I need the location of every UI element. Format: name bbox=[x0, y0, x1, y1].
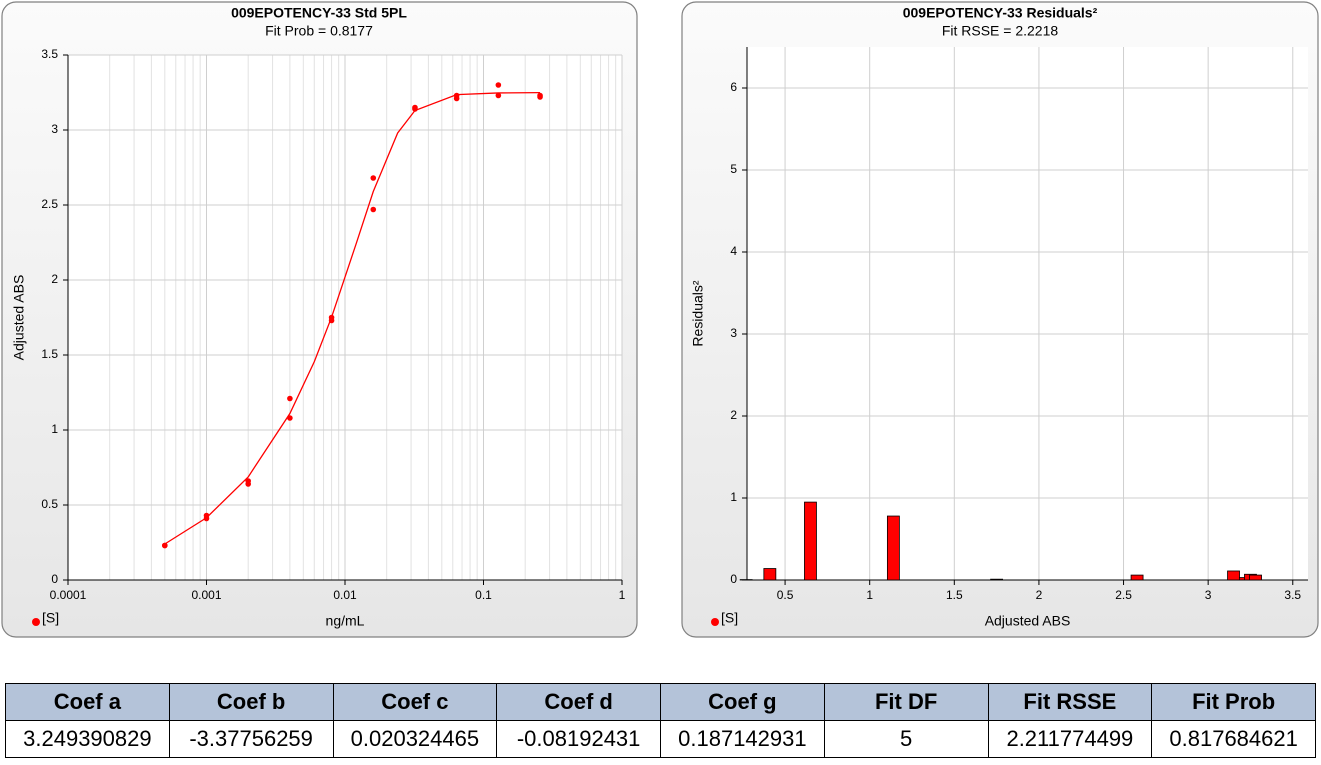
data-point bbox=[203, 512, 210, 519]
y-tick-label: 3 bbox=[730, 326, 737, 340]
x-tick-label: 3 bbox=[1205, 588, 1212, 602]
bar bbox=[763, 568, 777, 581]
table-cell: 5 bbox=[823, 720, 989, 758]
y-tick-label: 5 bbox=[730, 162, 737, 176]
plot-area bbox=[747, 47, 1308, 580]
legend-marker bbox=[711, 618, 719, 626]
table-cell: 0.187142931 bbox=[660, 720, 825, 758]
data-point bbox=[495, 82, 502, 88]
bar bbox=[1130, 574, 1144, 581]
table-cell: 0.817684621 bbox=[1151, 720, 1316, 758]
table-cell: Coef a bbox=[5, 683, 170, 721]
legend-marker bbox=[32, 618, 40, 626]
data-point bbox=[245, 478, 251, 484]
y-tick-label: 1.5 bbox=[41, 347, 58, 361]
bar bbox=[1227, 570, 1240, 581]
x-tick-label: 0.5 bbox=[777, 588, 794, 602]
table-cell: Fit RSSE bbox=[987, 683, 1153, 721]
x-axis-label: Adjusted ABS bbox=[985, 613, 1071, 629]
y-tick-label: 3.5 bbox=[41, 47, 58, 61]
x-tick-label: 0.0001 bbox=[50, 588, 87, 602]
table-cell: Coef g bbox=[660, 683, 825, 721]
data-point bbox=[453, 92, 460, 99]
y-tick-label: 0 bbox=[730, 572, 737, 586]
x-tick-label: 0.001 bbox=[191, 588, 221, 602]
x-tick-label: 2.5 bbox=[1115, 588, 1132, 602]
y-tick-label: 0 bbox=[51, 572, 58, 586]
y-axis-label: Residuals² bbox=[690, 280, 706, 346]
bar bbox=[886, 515, 900, 581]
y-tick-label: 3 bbox=[51, 122, 58, 136]
x-tick-label: 0.01 bbox=[333, 588, 357, 602]
data-row: 3.249390829 -3.37756259 0.020324465 -0.0819… bbox=[5, 720, 1316, 758]
table-cell: Coef d bbox=[496, 683, 661, 721]
data-point bbox=[328, 314, 335, 321]
y-tick-label: 2.5 bbox=[41, 197, 58, 211]
coefficient-table: Coef a Coef b Coef c Coef d Coef g Fit DF Fit … bbox=[5, 683, 1316, 758]
x-tick-label: 1 bbox=[619, 588, 626, 602]
chart-title: 009EPOTENCY-33 Residuals² bbox=[903, 5, 1098, 21]
chart-title: 009EPOTENCY-33 Std 5PL bbox=[231, 5, 407, 21]
x-axis-label: ng/mL bbox=[326, 613, 365, 629]
table-cell: Fit Prob bbox=[1151, 683, 1316, 721]
data-point bbox=[412, 104, 418, 111]
y-tick-label: 4 bbox=[730, 244, 737, 258]
y-tick-label: 2 bbox=[51, 272, 58, 286]
table-cell: 2.211774499 bbox=[987, 720, 1153, 758]
data-point bbox=[370, 175, 377, 181]
table-cell: -3.37756259 bbox=[168, 720, 334, 758]
x-tick-label: 2 bbox=[1036, 588, 1043, 602]
header-row: Coef a Coef b Coef c Coef d Coef g Fit DF Fit … bbox=[5, 683, 1316, 721]
y-tick-label: 1 bbox=[730, 490, 737, 504]
table-cell: 0.020324465 bbox=[332, 720, 498, 758]
table-cell: -0.08192431 bbox=[496, 720, 661, 758]
y-tick-label: 6 bbox=[730, 80, 737, 94]
chart-subtitle: Fit RSSE = 2.2218 bbox=[942, 23, 1059, 39]
chart-subtitle: Fit Prob = 0.8177 bbox=[265, 23, 373, 39]
data-point bbox=[287, 415, 293, 421]
y-tick-label: 0.5 bbox=[41, 497, 58, 511]
table-cell: Coef b bbox=[168, 683, 334, 721]
y-tick-label: 2 bbox=[730, 408, 737, 422]
table-cell: 3.249390829 bbox=[5, 720, 170, 758]
data-point bbox=[370, 206, 377, 213]
data-point bbox=[287, 395, 293, 402]
x-tick-label: 1 bbox=[866, 588, 873, 602]
table-cell: Coef c bbox=[332, 683, 498, 721]
charts: 009EPOTENCY-33 Std 5PL Fit Prob = 0.8177 0… bbox=[1, 1, 1319, 638]
x-tick-label: 1.5 bbox=[946, 588, 963, 602]
data-point bbox=[537, 92, 543, 99]
data-point bbox=[495, 92, 502, 99]
bar bbox=[804, 501, 817, 581]
bar bbox=[990, 578, 1004, 581]
table-cell: Fit DF bbox=[823, 683, 989, 721]
bar bbox=[1249, 574, 1262, 581]
data-point bbox=[162, 542, 168, 549]
legend-label: [S] bbox=[721, 610, 738, 626]
y-axis-label: Adjusted ABS bbox=[11, 275, 27, 361]
x-tick-label: 0.1 bbox=[475, 588, 492, 602]
y-tick-label: 1 bbox=[51, 422, 58, 436]
legend-label: [S] bbox=[42, 610, 59, 626]
x-tick-label: 3.5 bbox=[1284, 588, 1301, 602]
